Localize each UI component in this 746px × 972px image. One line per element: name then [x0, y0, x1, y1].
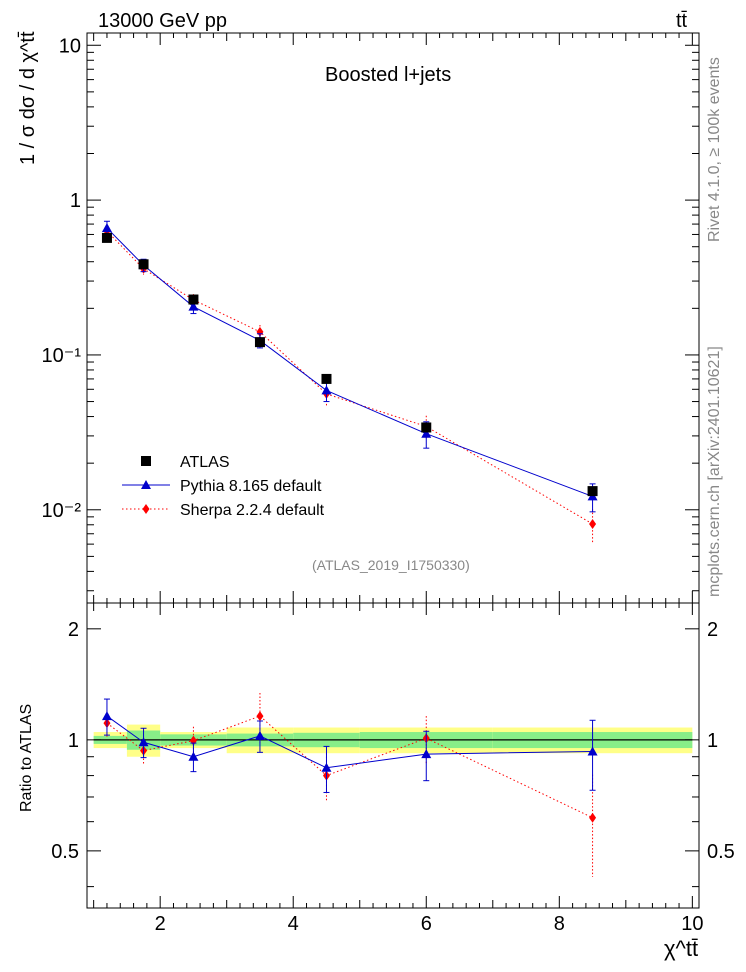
series-layer: [101, 220, 598, 877]
y-tick-label: 10⁻²: [42, 500, 82, 522]
legend-label-pythia: Pythia 8.165 default: [180, 478, 322, 495]
y-tick-label: 10⁻¹: [42, 345, 82, 367]
atlas-point: [101, 232, 112, 243]
y-tick-label: 1: [70, 190, 81, 212]
pythia-point: [188, 301, 199, 311]
atlas-point: [188, 294, 199, 305]
ratio-y-tick-label: 1: [68, 730, 79, 752]
atlas-point: [587, 486, 598, 497]
frame-layer: [86, 32, 700, 909]
ratio-plot-frame: [86, 602, 700, 909]
ratio-y-tick-label: 2: [68, 619, 79, 641]
x-tick-label: 10: [681, 913, 703, 935]
main-plot-frame: [86, 32, 700, 604]
legend-layer: ATLAS Pythia 8.165 default Sherpa 2.2.4 de…: [122, 454, 325, 519]
pythia-ratio-point: [254, 730, 265, 740]
band-layer: [93, 724, 693, 757]
legend-marker-pythia: [141, 480, 151, 489]
pythia-ratio-point: [321, 762, 332, 772]
pythia-point: [321, 385, 332, 395]
atlas-point: [421, 422, 432, 433]
sherpa-ratio-point: [589, 812, 597, 823]
legend-marker-atlas: [141, 456, 151, 466]
pythia-ratio-point: [101, 711, 112, 721]
pythia-ratio-point: [421, 749, 432, 759]
pythia-ratio-point: [188, 751, 199, 761]
x-tick-label: 2: [155, 913, 166, 935]
x-tick-label: 6: [421, 913, 432, 935]
x-tick-label: 8: [554, 913, 565, 935]
atlas-point: [254, 337, 265, 348]
pythia-point: [101, 223, 112, 233]
process-label: tt̄: [676, 10, 688, 32]
legend-marker-sherpa: [142, 504, 150, 514]
energy-label: 13000 GeV pp: [98, 10, 227, 32]
pythia-point: [421, 428, 432, 438]
ratio-y-tick-label-right: 0.5: [707, 841, 735, 863]
sherpa-point: [256, 326, 264, 337]
pythia-ratio-point: [138, 737, 149, 747]
x-tick-label: 4: [288, 913, 299, 935]
atlas-point: [138, 259, 149, 270]
ratio-y-tick-label: 0.5: [51, 841, 79, 863]
sherpa-ratio-point: [256, 711, 264, 722]
y-tick-label: 10: [59, 35, 81, 57]
ratio-y-tick-label-right: 2: [707, 619, 718, 641]
legend-label-atlas: ATLAS: [180, 454, 230, 471]
atlas-point: [321, 373, 332, 384]
label-layer: 2 4 6 8 10 10 1 10⁻¹ 10⁻² 2 2 1 1 0.5 0.5: [42, 35, 735, 935]
plot-title: Boosted l+jets: [325, 64, 452, 86]
pythia-ratio-point: [587, 746, 598, 756]
ratio-y-tick-label-right: 1: [707, 730, 718, 752]
legend-label-sherpa: Sherpa 2.2.4 default: [180, 502, 325, 519]
sherpa-point: [589, 518, 597, 529]
x-axis-label: χ^tt̄: [664, 936, 699, 961]
analysis-id: (ATLAS_2019_I1750330): [312, 557, 470, 573]
